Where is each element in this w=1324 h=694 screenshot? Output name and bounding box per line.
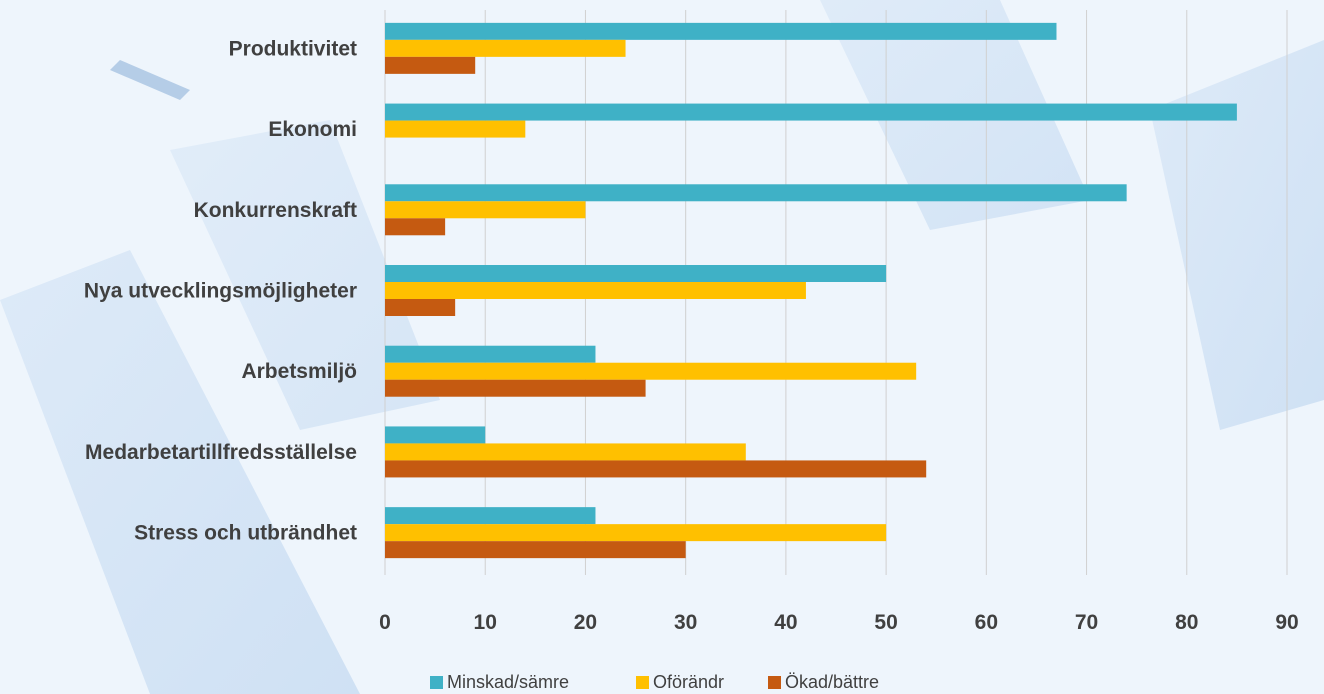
x-tick-label: 40 xyxy=(774,611,797,634)
bar-2-4 xyxy=(385,379,646,397)
x-tick-label: 80 xyxy=(1175,611,1198,634)
x-tick-label: 10 xyxy=(474,611,497,634)
legend: Minskad/sämre Oförändr Ökad/bättre xyxy=(430,672,879,692)
category-label: Nya utvecklingsmöjligheter xyxy=(84,280,357,303)
bar-0-3 xyxy=(385,265,887,282)
bar-2-0 xyxy=(385,56,476,74)
bar-0-0 xyxy=(385,22,1057,40)
x-tick-label: 70 xyxy=(1075,611,1098,634)
legend-swatch xyxy=(768,676,781,689)
bar-1-1 xyxy=(385,120,526,138)
bar-0-5 xyxy=(385,426,486,444)
x-tick-label: 0 xyxy=(379,611,391,634)
bar-1-5 xyxy=(385,443,746,461)
legend-label: Oförändr xyxy=(653,672,724,692)
bar-1-6 xyxy=(385,524,887,542)
legend-label: Ökad/bättre xyxy=(785,672,879,692)
category-label: Konkurrenskraft xyxy=(194,199,357,222)
category-label: Medarbetartillfredsställelse xyxy=(85,441,357,464)
x-tick-label: 90 xyxy=(1275,611,1298,634)
bar-1-3 xyxy=(385,282,806,299)
x-tick-label: 20 xyxy=(574,611,597,634)
category-label: Produktivitet xyxy=(229,37,357,60)
bar-1-0 xyxy=(385,39,626,57)
bar-2-5 xyxy=(385,460,927,478)
bar-0-1 xyxy=(385,103,1237,121)
bar-2-6 xyxy=(385,541,686,559)
x-tick-label: 50 xyxy=(874,611,897,634)
bar-1-2 xyxy=(385,201,586,219)
legend-swatch xyxy=(430,676,443,689)
category-label: Ekonomi xyxy=(268,118,357,141)
category-label: Stress och utbrändhet xyxy=(134,522,357,545)
bar-0-4 xyxy=(385,345,596,363)
category-label: Arbetsmiljö xyxy=(241,360,357,383)
x-tick-labels: 0 10 20 30 40 50 60 70 80 90 xyxy=(379,611,1299,634)
x-tick-label: 30 xyxy=(674,611,697,634)
bar-0-2 xyxy=(385,184,1127,202)
legend-label: Minskad/sämre xyxy=(447,672,569,692)
bars xyxy=(385,22,1237,559)
x-tick-label: 60 xyxy=(975,611,998,634)
bar-2-3 xyxy=(385,299,456,316)
bar-2-2 xyxy=(385,218,446,236)
bar-1-4 xyxy=(385,362,917,380)
legend-swatch xyxy=(636,676,649,689)
category-labels: Produktivitet Ekonomi Konkurrenskraft Nya u… xyxy=(84,37,357,544)
bar-0-6 xyxy=(385,507,596,525)
